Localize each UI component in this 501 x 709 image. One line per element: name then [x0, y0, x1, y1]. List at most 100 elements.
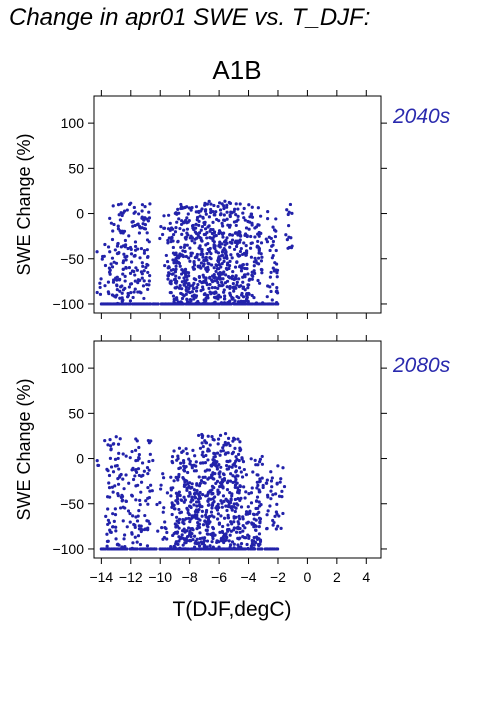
data-point	[238, 517, 242, 521]
data-point	[260, 255, 264, 259]
data-point	[136, 467, 141, 471]
data-point	[206, 477, 210, 481]
data-point	[234, 239, 238, 243]
data-point	[142, 269, 146, 273]
data-point	[148, 452, 152, 456]
data-point	[171, 251, 176, 255]
data-point	[113, 507, 117, 511]
data-point	[201, 523, 206, 527]
data-point	[161, 476, 166, 480]
data-point	[121, 519, 125, 523]
data-point	[204, 296, 208, 301]
data-point	[110, 265, 115, 269]
data-point	[146, 485, 150, 490]
data-point	[220, 530, 225, 534]
data-point	[227, 539, 231, 543]
data-point	[237, 514, 241, 518]
data-point	[209, 510, 214, 514]
data-point	[109, 465, 114, 469]
data-point	[124, 266, 128, 270]
data-point	[117, 213, 121, 217]
data-point	[156, 529, 160, 533]
data-point	[167, 213, 171, 217]
data-point	[228, 291, 232, 295]
data-point	[194, 278, 198, 282]
data-point	[241, 211, 245, 215]
data-point	[139, 480, 144, 484]
data-point	[244, 226, 249, 230]
data-point	[193, 454, 197, 458]
data-point	[177, 535, 181, 539]
data-point	[183, 538, 187, 542]
data-point	[190, 466, 194, 470]
data-point	[145, 466, 150, 470]
data-point	[160, 232, 165, 237]
data-point	[129, 290, 133, 295]
data-point	[257, 500, 261, 504]
data-point	[265, 295, 269, 299]
data-point	[228, 284, 232, 289]
data-point	[259, 259, 264, 263]
data-point	[234, 455, 238, 459]
data-point	[189, 254, 193, 258]
data-point	[271, 266, 275, 270]
data-point	[195, 483, 199, 487]
data-point	[268, 504, 272, 508]
data-point	[271, 239, 275, 244]
data-point	[187, 282, 191, 286]
data-point	[211, 237, 215, 241]
data-point	[249, 255, 254, 259]
y-tick-label: 100	[61, 360, 85, 376]
data-point	[212, 291, 216, 295]
data-point	[127, 285, 131, 289]
data-point	[230, 465, 234, 469]
data-point	[206, 293, 210, 297]
data-point	[204, 453, 208, 458]
data-point	[122, 533, 127, 537]
data-point	[120, 291, 124, 295]
data-point	[182, 500, 186, 504]
data-point	[204, 441, 208, 445]
data-point	[243, 273, 247, 277]
data-point	[116, 203, 121, 207]
data-point	[116, 456, 120, 461]
data-point	[250, 273, 254, 277]
data-point	[241, 535, 245, 539]
x-tick-label: −8	[182, 569, 198, 585]
data-point	[131, 514, 135, 518]
data-point	[270, 244, 274, 248]
data-point	[260, 454, 264, 459]
data-point	[145, 248, 149, 252]
data-point	[183, 269, 187, 273]
data-point	[259, 267, 263, 272]
data-point	[216, 517, 220, 521]
data-point	[238, 234, 243, 238]
data-point	[220, 284, 224, 288]
data-point	[228, 245, 232, 249]
data-point	[117, 467, 121, 471]
x-tick-label: −6	[211, 569, 227, 585]
data-point	[205, 258, 209, 262]
data-point	[143, 513, 147, 518]
data-point	[105, 539, 110, 544]
data-point	[258, 457, 263, 461]
data-point	[106, 245, 111, 249]
data-point	[234, 223, 238, 228]
data-point	[110, 237, 115, 242]
data-point	[217, 472, 221, 476]
data-point	[249, 212, 253, 216]
data-point	[218, 240, 222, 244]
data-point	[103, 242, 107, 247]
period-label-2080s: 2080s	[393, 354, 451, 377]
data-point	[233, 483, 238, 487]
data-point	[241, 529, 245, 533]
data-point	[237, 458, 241, 463]
data-point	[181, 302, 186, 306]
data-point	[239, 247, 243, 251]
data-point	[135, 540, 139, 544]
data-point	[203, 543, 207, 548]
data-point	[146, 219, 150, 223]
data-point	[269, 270, 273, 275]
data-point	[120, 284, 124, 288]
data-point	[232, 515, 236, 519]
